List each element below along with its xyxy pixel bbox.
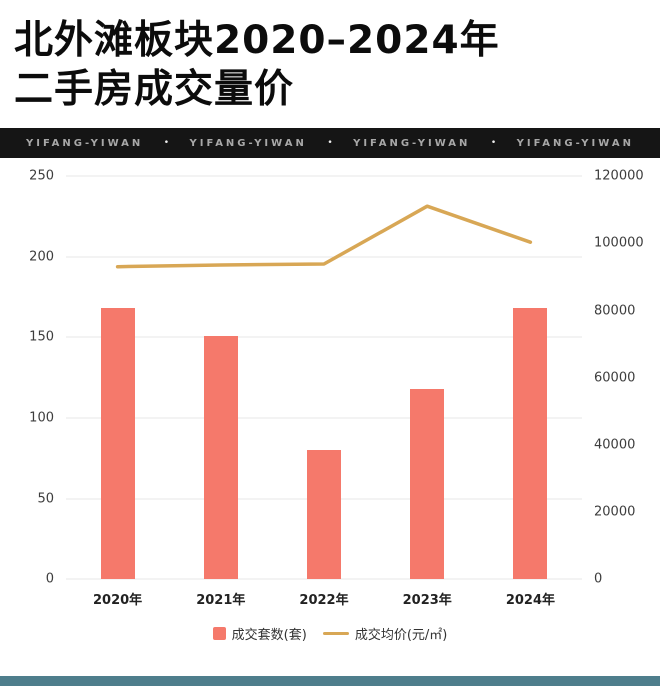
x-axis-labels: 2020年 2021年 2022年 2023年 2024年 bbox=[66, 589, 582, 608]
volume-bar bbox=[203, 335, 238, 580]
volume-bar bbox=[100, 308, 135, 580]
left-axis-tick: 50 bbox=[37, 491, 54, 507]
combo-chart: 0 50 100 150 200 250 0 20000 40000 60000 80000 100… bbox=[0, 169, 660, 644]
gridline bbox=[66, 417, 582, 419]
page-title-line2: 二手房成交量价 bbox=[14, 67, 295, 113]
brand-text: YIFANG-YIWAN bbox=[516, 137, 634, 149]
x-axis-label: 2020年 bbox=[93, 593, 143, 609]
separator-dot: • bbox=[327, 138, 333, 149]
brand-text: YIFANG-YIWAN bbox=[26, 137, 144, 149]
gridline bbox=[66, 175, 582, 177]
right-axis-tick: 40000 bbox=[594, 437, 636, 453]
legend-label: 成交套数(套) bbox=[231, 628, 307, 644]
legend-item-line: 成交均价(元/㎡) bbox=[322, 624, 448, 644]
left-y-axis: 0 50 100 150 200 250 bbox=[14, 169, 54, 587]
page-header: 北外滩板块2020–2024年 二手房成交量价 bbox=[0, 0, 660, 114]
right-axis-tick: 60000 bbox=[594, 370, 636, 386]
right-axis-tick: 0 bbox=[594, 571, 603, 587]
brand-banner: YIFANG-YIWAN • YIFANG-YIWAN • YIFANG-YIWAN • Y… bbox=[0, 128, 660, 159]
left-axis-tick: 0 bbox=[45, 571, 54, 587]
volume-bar bbox=[410, 389, 445, 580]
footer-strip bbox=[0, 676, 660, 686]
gridline bbox=[66, 336, 582, 338]
separator-dot: • bbox=[163, 138, 170, 149]
legend-label: 成交均价(元/㎡) bbox=[354, 628, 448, 644]
brand-text: YIFANG-YIWAN bbox=[353, 137, 471, 149]
right-axis-tick: 80000 bbox=[594, 303, 636, 319]
x-axis-label: 2022年 bbox=[299, 593, 349, 609]
page-title-line1: 北外滩板块2020–2024年 bbox=[14, 18, 500, 63]
chart-plot-row: 0 50 100 150 200 250 0 20000 40000 60000 80000 100… bbox=[0, 169, 660, 587]
right-axis-tick: 120000 bbox=[594, 168, 644, 184]
separator-dot: • bbox=[490, 138, 497, 149]
plot-area bbox=[66, 175, 582, 580]
line-legend-marker bbox=[322, 632, 349, 636]
right-y-axis: 0 20000 40000 60000 80000 100000 120000 bbox=[592, 169, 652, 587]
bar-legend-marker bbox=[212, 627, 226, 641]
gridline bbox=[66, 578, 582, 580]
legend-item-bar: 成交套数(套) bbox=[212, 624, 307, 644]
volume-bar bbox=[513, 308, 548, 580]
x-axis-label: 2024年 bbox=[505, 593, 555, 609]
left-axis-tick: 150 bbox=[29, 329, 54, 345]
left-axis-tick: 250 bbox=[29, 168, 54, 184]
x-axis-label: 2023年 bbox=[402, 593, 452, 609]
right-axis-tick: 20000 bbox=[594, 504, 636, 520]
right-axis-tick: 100000 bbox=[594, 235, 644, 251]
price-line bbox=[115, 204, 533, 269]
chart-legend: 成交套数(套) 成交均价(元/㎡) bbox=[0, 624, 660, 643]
x-axis-label: 2021年 bbox=[196, 593, 246, 609]
gridline bbox=[66, 256, 582, 258]
left-axis-tick: 200 bbox=[29, 249, 54, 265]
volume-bar bbox=[307, 450, 341, 580]
left-axis-tick: 100 bbox=[29, 410, 54, 426]
brand-text: YIFANG-YIWAN bbox=[189, 137, 307, 149]
